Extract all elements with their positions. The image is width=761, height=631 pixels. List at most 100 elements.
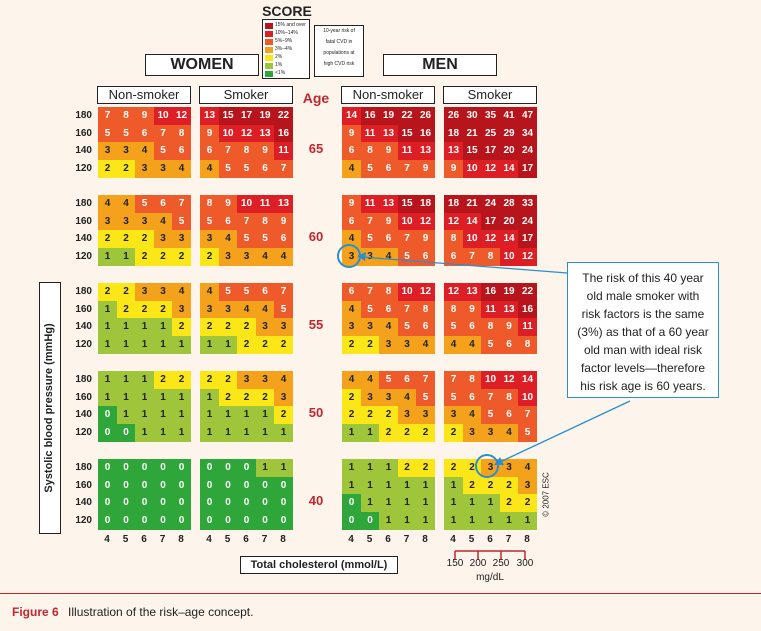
risk-cell: 2 — [416, 459, 435, 477]
risk-cell: 19 — [255, 107, 275, 125]
risk-cell: 3 — [397, 406, 417, 424]
risk-cell: 12 — [444, 212, 463, 231]
risk-cell: 2 — [135, 300, 154, 319]
copyright: © 2007 ESC — [541, 472, 551, 517]
caption-label: Figure 6 — [12, 605, 59, 619]
risk-cell: 8 — [360, 142, 380, 160]
risk-cell: 8 — [379, 283, 398, 301]
risk-cell: 0 — [116, 511, 136, 530]
risk-cell: 6 — [499, 406, 519, 424]
risk-cell: 7 — [444, 371, 463, 389]
risk-cell: 3 — [462, 423, 482, 442]
risk-cell: 0 — [200, 459, 219, 477]
cholesterol-label: 5 — [122, 534, 129, 545]
risk-cell: 9 — [218, 195, 238, 213]
risk-cell: 0 — [342, 511, 361, 530]
risk-cell: 0 — [135, 511, 154, 530]
risk-cell: 1 — [397, 494, 417, 512]
risk-cell: 0 — [98, 406, 117, 424]
risk-cell: 15 — [462, 142, 482, 160]
legend-swatch — [265, 39, 273, 45]
cholesterol-label: 8 — [524, 534, 530, 545]
risk-cell: 2 — [379, 406, 398, 424]
mgdl-tick: 150 — [446, 558, 464, 569]
women-header: WOMEN — [145, 54, 259, 76]
risk-cell: 5 — [481, 406, 500, 424]
sbp-label: 140 — [75, 145, 92, 156]
risk-cell: 1 — [153, 335, 173, 354]
risk-cell: 4 — [218, 230, 238, 248]
risk-cell: 14 — [499, 159, 519, 178]
risk-cell: 6 — [200, 142, 219, 160]
risk-cell: 2 — [379, 423, 398, 442]
risk-cell: 1 — [116, 371, 136, 389]
caption-divider — [0, 593, 761, 594]
risk-cell: 2 — [153, 371, 173, 389]
risk-cell: 3 — [499, 459, 519, 477]
risk-cell: 2 — [200, 371, 219, 389]
risk-cell: 17 — [481, 142, 500, 160]
risk-cell: 5 — [116, 124, 136, 143]
risk-cell: 6 — [379, 300, 398, 319]
risk-cell: 3 — [200, 300, 219, 319]
risk-cell: 5 — [237, 159, 256, 178]
risk-cell: 8 — [444, 300, 463, 319]
risk-cell: 1 — [342, 476, 361, 495]
risk-cell: 10 — [481, 371, 500, 389]
risk-cell: 5 — [153, 142, 173, 160]
risk-cell: 24 — [518, 212, 537, 231]
sbp-label: 120 — [75, 426, 92, 438]
risk-cell: 2 — [397, 459, 417, 477]
risk-cell: 0 — [274, 494, 293, 512]
risk-cell: 2 — [98, 159, 117, 178]
risk-cell: 29 — [499, 124, 519, 143]
risk-cell: 4 — [360, 371, 380, 389]
risk-cell: 7 — [397, 159, 417, 178]
cholesterol-label: 7 — [505, 534, 512, 545]
risk-cell: 3 — [379, 388, 398, 407]
risk-cell: 0 — [200, 476, 219, 495]
risk-cell: 1 — [255, 459, 275, 477]
risk-cell: 3 — [360, 388, 380, 407]
risk-cell: 0 — [98, 423, 117, 442]
men-smoker-header: Smoker — [443, 86, 537, 104]
risk-cell: 24 — [518, 142, 537, 160]
cholesterol-label: 6 — [487, 534, 493, 545]
risk-cell: 1 — [379, 459, 398, 477]
risk-cell: 1 — [200, 423, 219, 442]
risk-cell: 0 — [172, 459, 191, 477]
risk-cell: 5 — [135, 195, 154, 213]
risk-cell: 20 — [499, 212, 519, 231]
risk-cell: 1 — [274, 459, 293, 477]
risk-cell: 5 — [200, 212, 219, 231]
risk-cell: 1 — [518, 511, 537, 530]
risk-cell: 1 — [98, 300, 117, 319]
risk-cell: 6 — [499, 335, 519, 354]
risk-cell: 7 — [172, 195, 191, 213]
sbp-label: 120 — [75, 162, 92, 174]
risk-cell: 9 — [444, 159, 463, 178]
risk-cell: 2 — [360, 335, 380, 354]
risk-cell: 9 — [416, 230, 435, 248]
risk-cell: 9 — [462, 300, 482, 319]
risk-cell: 1 — [444, 476, 463, 495]
age-label: 65 — [308, 141, 324, 156]
risk-cell: 9 — [416, 159, 435, 178]
risk-cell: 1 — [255, 406, 275, 424]
risk-cell: 5 — [172, 212, 191, 231]
risk-cell: 6 — [444, 247, 463, 266]
risk-cell: 1 — [98, 335, 117, 354]
callout-line: factor levels—therefore — [580, 361, 706, 375]
callout-line: his risk age is 60 years. — [580, 379, 706, 393]
risk-cell: 1 — [397, 511, 417, 530]
sbp-label: 140 — [75, 409, 92, 420]
risk-cell: 18 — [444, 124, 463, 143]
risk-cell: 1 — [416, 494, 435, 512]
risk-cell: 2 — [462, 476, 482, 495]
risk-cell: 1 — [98, 371, 117, 389]
risk-cell: 2 — [218, 388, 238, 407]
risk-cell: 13 — [444, 142, 463, 160]
risk-cell: 8 — [255, 212, 275, 231]
risk-cell: 1 — [342, 459, 361, 477]
risk-cell: 1 — [116, 406, 136, 424]
